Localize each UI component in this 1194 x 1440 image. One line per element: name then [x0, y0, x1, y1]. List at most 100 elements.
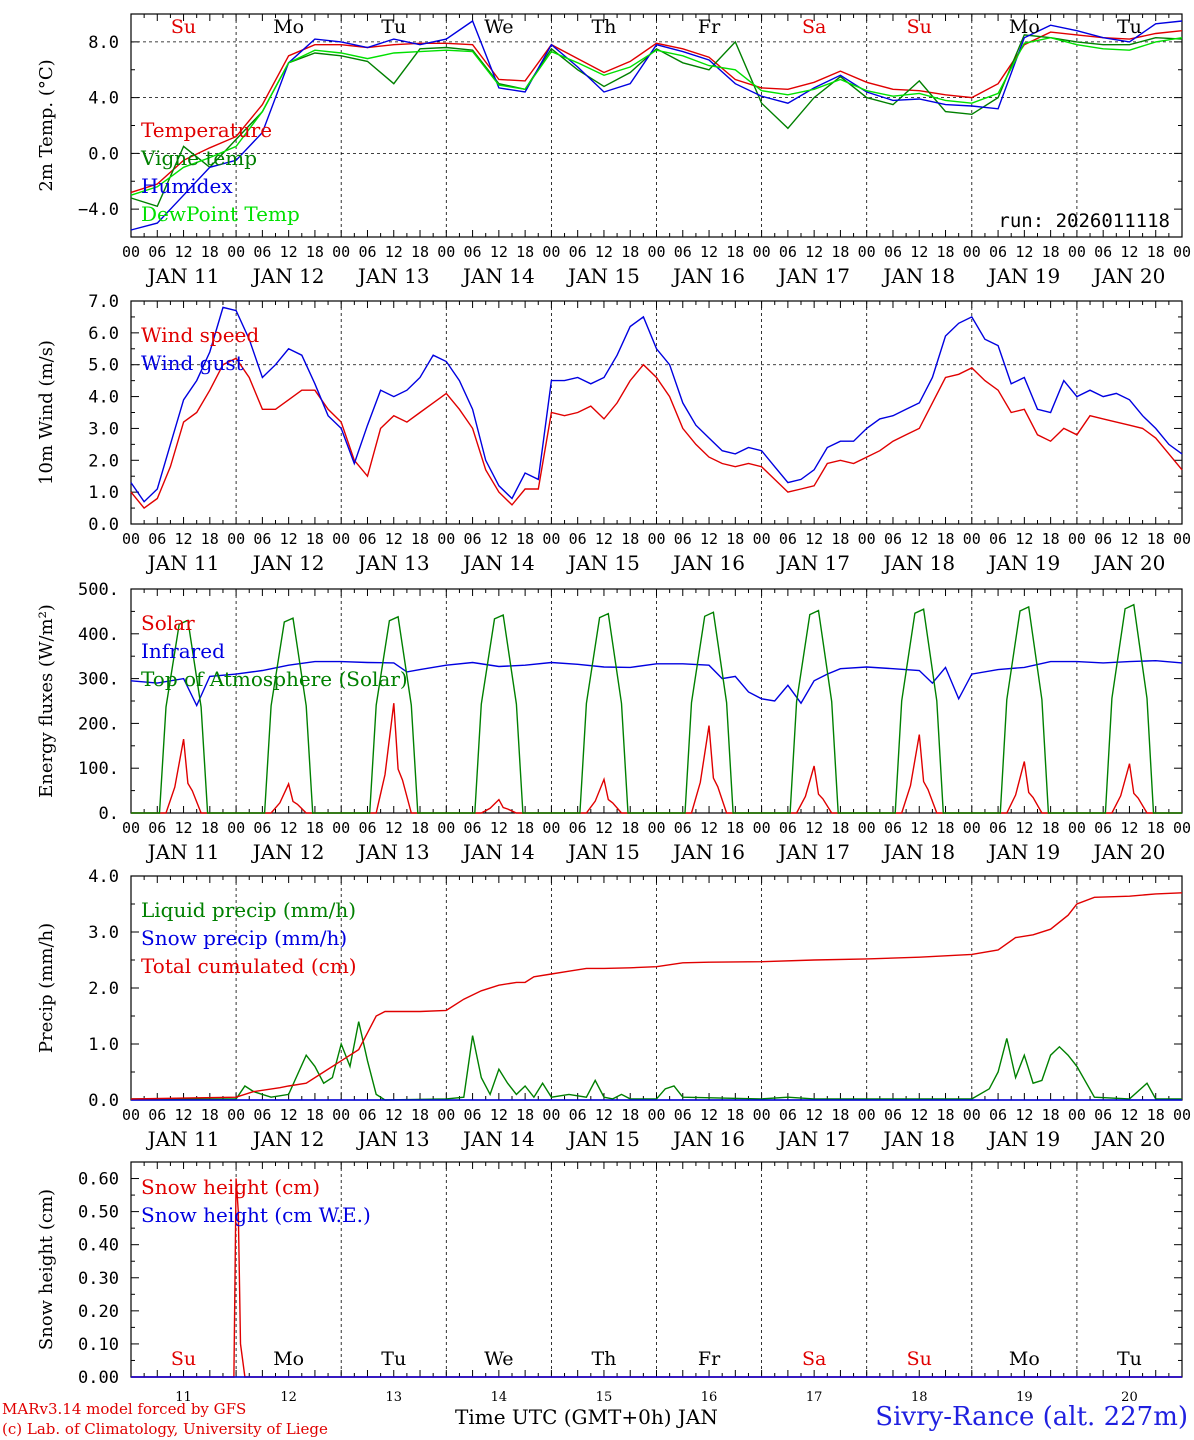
hour-tick-label: 06	[884, 819, 902, 837]
day-label: JAN 16	[671, 551, 745, 575]
y-axis-label: Energy fluxes (W/m²)	[36, 604, 57, 798]
hour-tick-label: 18	[621, 1106, 639, 1124]
weekday-label: Tu	[1117, 16, 1142, 38]
day-label: JAN 12	[251, 264, 325, 288]
hour-tick-label: 18	[936, 819, 954, 837]
y-tick-label: 2.0	[88, 451, 119, 471]
hour-tick-label: 00	[647, 819, 665, 837]
hour-tick-label: 06	[358, 1106, 376, 1124]
hour-tick-label: 12	[1120, 243, 1138, 261]
hour-tick-label: 12	[1015, 530, 1033, 548]
day-label: JAN 11	[146, 840, 220, 864]
y-axis-label: Snow height (cm)	[36, 1189, 57, 1350]
weekday-label: Su	[907, 16, 932, 38]
hour-tick-label: 06	[148, 819, 166, 837]
day-number-label: 17	[806, 1390, 823, 1405]
day-label: JAN 20	[1092, 551, 1166, 575]
weekday-label: Mo	[273, 1348, 304, 1370]
weekday-label: We	[484, 1348, 513, 1370]
hour-tick-label: 12	[490, 1106, 508, 1124]
y-tick-label: 0.50	[78, 1203, 119, 1223]
y-tick-label: 4.0	[88, 89, 119, 109]
hour-tick-label: 00	[1068, 243, 1086, 261]
hour-tick-label: 06	[358, 530, 376, 548]
series-line-wind-speed	[130, 357, 1183, 510]
day-label: JAN 12	[251, 840, 325, 864]
hour-tick-label: 18	[1147, 530, 1165, 548]
hour-tick-label: 12	[280, 1106, 298, 1124]
hour-tick-label: 00	[542, 243, 560, 261]
day-label: JAN 20	[1092, 264, 1166, 288]
hour-tick-label: 18	[1147, 1106, 1165, 1124]
hour-tick-label: 18	[1042, 1106, 1060, 1124]
hour-tick-label: 06	[464, 1106, 482, 1124]
day-number-label: 11	[175, 1390, 192, 1405]
hour-tick-label: 18	[516, 1106, 534, 1124]
day-label: JAN 13	[356, 840, 430, 864]
series-line-total-cumulated-cm-	[130, 892, 1183, 1100]
plot-frame	[130, 588, 1183, 814]
hour-tick-label: 12	[385, 243, 403, 261]
hour-tick-label: 18	[201, 243, 219, 261]
hour-tick-label: 18	[306, 243, 324, 261]
y-tick-label: 6.0	[88, 324, 119, 344]
hour-tick-label: 00	[122, 243, 140, 261]
hour-tick-label: 06	[569, 530, 587, 548]
hour-tick-label: 12	[910, 1106, 928, 1124]
hour-tick-label: 18	[726, 243, 744, 261]
hour-tick-label: 18	[516, 819, 534, 837]
hour-tick-label: 18	[516, 243, 534, 261]
y-tick-label: 3.0	[88, 923, 119, 943]
hour-tick-label: 00	[542, 530, 560, 548]
hour-tick-label: 00	[227, 243, 245, 261]
hour-tick-label: 12	[385, 530, 403, 548]
hour-tick-label: 18	[831, 1106, 849, 1124]
panel-5: 0.00 0.10 0.20 0.30 0.40 0.50 0.60 Snow height …	[36, 1161, 1183, 1405]
y-tick-label: 0.60	[78, 1170, 119, 1190]
hour-tick-label: 06	[358, 819, 376, 837]
hour-tick-label: 12	[280, 530, 298, 548]
day-label: JAN 12	[251, 1127, 325, 1151]
legend-entry: Humidex	[141, 174, 233, 198]
hour-tick-label: 06	[1094, 243, 1112, 261]
hour-tick-label: 12	[595, 530, 613, 548]
y-tick-label: 5.0	[88, 356, 119, 376]
hour-tick-label: 06	[148, 530, 166, 548]
day-label: JAN 13	[356, 1127, 430, 1151]
hour-tick-label: 06	[253, 530, 271, 548]
hour-tick-label: 06	[569, 1106, 587, 1124]
hour-tick-label: 18	[411, 530, 429, 548]
panel-1: 8.0 4.0 0.0 −4.0 2m Temp. (°C) Temperature Vig…	[36, 13, 1191, 288]
day-label: JAN 18	[881, 551, 955, 575]
day-label: JAN 15	[566, 1127, 640, 1151]
credit-line-2: (c) Lab. of Climatology, University of L…	[2, 1420, 328, 1438]
hour-tick-label: 00	[332, 243, 350, 261]
hour-tick-label: 18	[726, 530, 744, 548]
day-label: JAN 19	[986, 551, 1060, 575]
hour-tick-label: 18	[831, 243, 849, 261]
day-label: JAN 11	[146, 551, 220, 575]
hour-tick-label: 00	[332, 1106, 350, 1124]
y-tick-label: 4.0	[88, 388, 119, 408]
hour-tick-label: 12	[385, 819, 403, 837]
y-tick-label: 0.00	[78, 1368, 119, 1388]
day-label: JAN 17	[776, 1127, 850, 1151]
hour-tick-label: 18	[1147, 243, 1165, 261]
station-name: Sivry-Rance (alt. 227m)	[875, 1402, 1188, 1432]
credits: MARv3.14 model forced by GFS (c) Lab. of…	[2, 1399, 328, 1439]
y-tick-label: 0.0	[88, 144, 119, 164]
hour-tick-label: 18	[831, 530, 849, 548]
day-label: JAN 15	[566, 840, 640, 864]
weekday-label: Mo	[1009, 16, 1040, 38]
y-tick-label: 400.	[78, 625, 119, 645]
hour-tick-label: 12	[700, 243, 718, 261]
series-line-humidex	[130, 19, 1183, 231]
hour-tick-label: 12	[805, 1106, 823, 1124]
hour-tick-label: 18	[831, 819, 849, 837]
day-label: JAN 14	[461, 551, 535, 575]
hour-tick-label: 12	[280, 819, 298, 837]
day-label: JAN 19	[986, 840, 1060, 864]
y-axis-label: Precip (mm/h)	[36, 923, 57, 1053]
day-number-label: 12	[280, 1390, 297, 1405]
